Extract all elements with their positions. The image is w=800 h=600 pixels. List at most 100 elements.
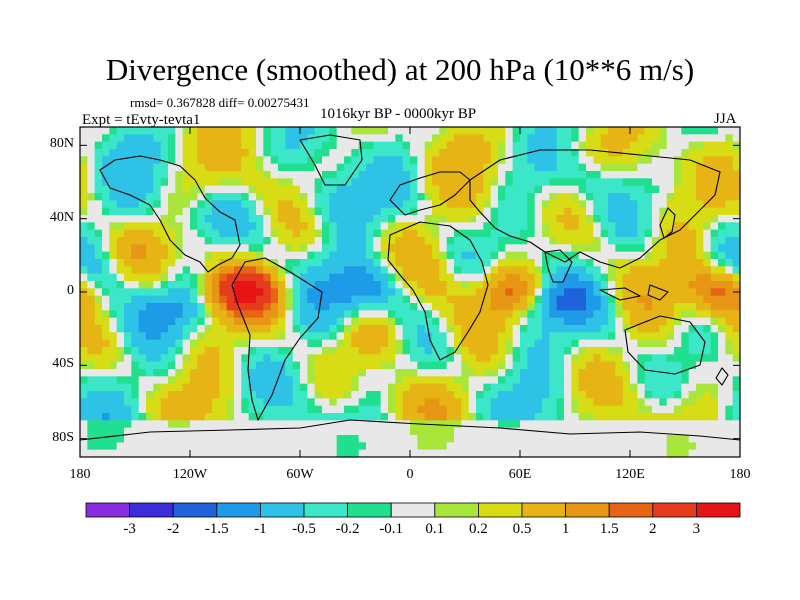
- field-cell: [351, 449, 360, 457]
- field-cell: [600, 281, 609, 289]
- field-cell: [300, 200, 308, 209]
- field-cell: [270, 413, 279, 421]
- field-cell: [476, 442, 484, 451]
- field-cell: [600, 127, 609, 135]
- field-cell: [124, 127, 132, 135]
- field-cell: [256, 134, 264, 143]
- field-cell: [322, 127, 330, 135]
- field-cell: [622, 288, 631, 297]
- field-cell: [124, 185, 132, 194]
- field-cell: [490, 369, 499, 377]
- field-cell: [512, 310, 521, 319]
- field-cell: [402, 347, 411, 355]
- field-cell: [94, 354, 103, 363]
- field-cell: [578, 420, 587, 429]
- field-cell: [395, 427, 404, 436]
- field-cell: [219, 141, 228, 150]
- field-cell: [549, 244, 558, 253]
- field-cell: [314, 134, 323, 143]
- field-cell: [336, 149, 345, 157]
- field-cell: [520, 171, 528, 179]
- field-cell: [94, 405, 103, 414]
- field-cell: [578, 244, 587, 253]
- field-cell: [615, 383, 624, 392]
- field-cell: [263, 442, 272, 451]
- field-cell: [307, 405, 316, 414]
- field-cell: [226, 134, 235, 143]
- field-cell: [556, 435, 565, 443]
- field-cell: [439, 156, 448, 165]
- field-cell: [138, 178, 147, 187]
- field-cell: [153, 369, 162, 377]
- field-cell: [175, 325, 184, 333]
- field-cell: [571, 259, 580, 267]
- field-cell: [314, 376, 323, 385]
- field-cell: [703, 398, 712, 407]
- field-cell: [410, 435, 418, 443]
- field-cell: [615, 244, 624, 253]
- field-cell: [263, 163, 272, 172]
- field-cell: [322, 266, 330, 275]
- field-cell: [102, 156, 110, 165]
- field-cell: [278, 215, 286, 223]
- field-cell: [109, 383, 118, 392]
- field-cell: [395, 237, 404, 245]
- field-cell: [124, 200, 132, 209]
- field-cell: [696, 325, 704, 333]
- field-cell: [696, 251, 704, 260]
- field-cell: [131, 251, 140, 260]
- field-cell: [417, 200, 426, 209]
- field-cell: [329, 163, 338, 172]
- field-cell: [388, 347, 396, 355]
- field-cell: [681, 288, 690, 297]
- field-cell: [248, 354, 257, 363]
- field-cell: [564, 134, 572, 143]
- field-cell: [600, 398, 609, 407]
- field-cell: [138, 442, 147, 451]
- field-cell: [505, 156, 514, 165]
- field-cell: [410, 369, 418, 377]
- field-cell: [351, 259, 360, 267]
- field-cell: [285, 281, 294, 289]
- field-cell: [182, 405, 191, 414]
- field-cell: [483, 391, 492, 399]
- field-cell: [615, 259, 624, 267]
- field-cell: [292, 281, 301, 289]
- field-cell: [696, 435, 704, 443]
- field-cell: [87, 361, 96, 370]
- field-cell: [549, 413, 558, 421]
- field-cell: [637, 354, 646, 363]
- field-cell: [182, 325, 191, 333]
- field-cell: [373, 347, 382, 355]
- field-cell: [483, 141, 492, 150]
- field-cell: [168, 391, 176, 399]
- field-cell: [586, 193, 594, 201]
- field-cell: [534, 127, 543, 135]
- field-cell: [652, 193, 660, 201]
- field-cell: [718, 156, 726, 165]
- field-cell: [336, 288, 345, 297]
- field-cell: [696, 259, 704, 267]
- colorbar-swatch: [608, 502, 654, 518]
- field-cell: [476, 383, 484, 392]
- field-cell: [292, 347, 301, 355]
- field-cell: [542, 435, 550, 443]
- field-cell: [454, 405, 462, 414]
- field-cell: [490, 391, 499, 399]
- field-cell: [146, 383, 154, 392]
- field-cell: [549, 288, 558, 297]
- field-cell: [234, 222, 242, 231]
- field-cell: [329, 339, 338, 348]
- field-cell: [505, 273, 514, 282]
- field-cell: [336, 332, 345, 341]
- field-cell: [461, 310, 470, 319]
- field-cell: [241, 193, 250, 201]
- field-cell: [593, 332, 602, 341]
- field-cell: [248, 185, 257, 194]
- field-cell: [439, 244, 448, 253]
- field-cell: [505, 244, 514, 253]
- field-cell: [637, 288, 646, 297]
- field-cell: [248, 420, 257, 429]
- field-cell: [483, 281, 492, 289]
- field-cell: [520, 391, 528, 399]
